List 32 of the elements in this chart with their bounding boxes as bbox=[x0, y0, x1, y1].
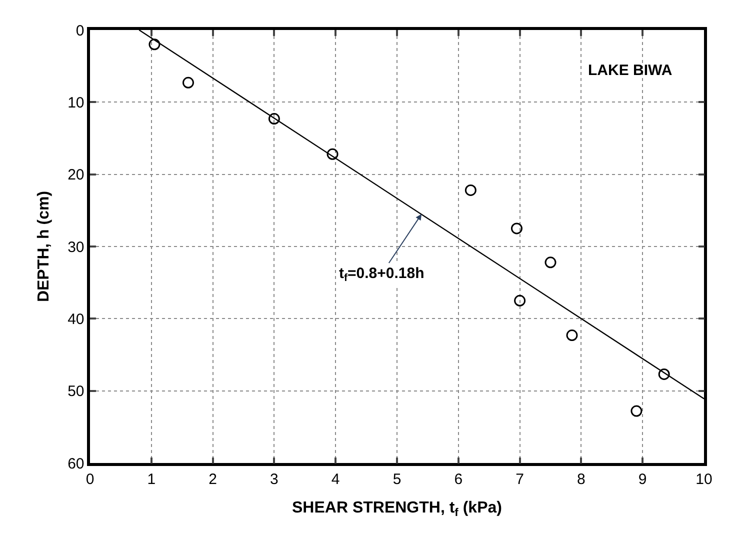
x-tick-label: 9 bbox=[638, 470, 647, 488]
point bbox=[464, 184, 476, 196]
point bbox=[148, 38, 160, 50]
annotation: LAKE BIWA bbox=[588, 62, 672, 79]
x-tick-label: 6 bbox=[454, 470, 463, 488]
point bbox=[514, 294, 526, 306]
x-tick-label: 2 bbox=[208, 470, 217, 488]
y-tick-label: 40 bbox=[68, 310, 84, 328]
y-tick-label: 50 bbox=[68, 383, 84, 400]
y-tick-label: 60 bbox=[68, 455, 84, 472]
point bbox=[182, 76, 194, 88]
point bbox=[544, 256, 556, 268]
x-tick-label: 4 bbox=[331, 470, 340, 488]
x-tick-label: 8 bbox=[577, 470, 586, 488]
x-tick-label: 1 bbox=[147, 470, 156, 488]
y-axis-title: DEPTH, h (cm) bbox=[35, 190, 52, 302]
x-tick-label: 3 bbox=[270, 470, 278, 488]
y-tick-label: 20 bbox=[68, 166, 84, 184]
y-tick-label: 0 bbox=[76, 22, 84, 40]
point bbox=[326, 148, 338, 160]
x-axis-title: SHEAR STRENGTH, t$_{f}$ (kPa) bbox=[292, 499, 502, 519]
x-tick-label: 5 bbox=[392, 470, 402, 488]
x-tick-label: 10 bbox=[696, 470, 712, 488]
y-tick-label: 10 bbox=[68, 94, 84, 112]
x-tick-label: 7 bbox=[516, 470, 524, 488]
point bbox=[658, 368, 670, 380]
point bbox=[566, 330, 578, 342]
y-tick-label: 30 bbox=[68, 238, 84, 256]
annotation: t$_{f}$=0.8+0.18h bbox=[339, 265, 424, 284]
point bbox=[510, 222, 522, 234]
point bbox=[268, 113, 280, 125]
point bbox=[630, 405, 642, 417]
